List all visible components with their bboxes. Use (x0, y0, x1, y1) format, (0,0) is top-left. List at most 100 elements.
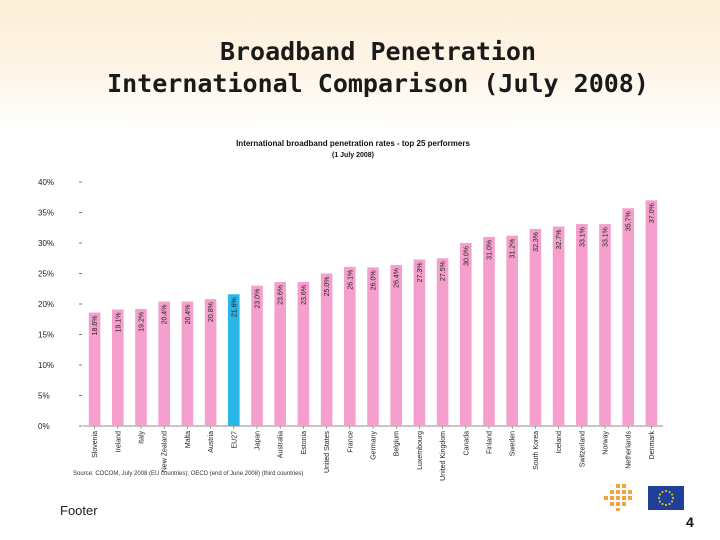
chart-title: International broadband penetration rate… (236, 139, 470, 148)
eu-star (668, 503, 671, 506)
bar (576, 224, 588, 426)
x-category-label: United Kingdom (440, 431, 447, 481)
bar-data-label: 23.6% (278, 285, 285, 305)
eu-star (668, 490, 671, 493)
eu-star (661, 490, 664, 493)
bar (135, 308, 147, 426)
x-category-label: Denmark (649, 431, 656, 460)
bar-data-label: 35.7% (626, 211, 633, 231)
bar-data-label: 26.4% (394, 268, 401, 288)
x-category-label: Ireland (115, 431, 122, 453)
x-category-label: Canada (463, 431, 470, 456)
bar-data-label: 23.6% (301, 285, 308, 305)
title-line-2: International Comparison (July 2008) (107, 69, 649, 98)
x-category-label: Germany (371, 431, 378, 460)
bar-data-label: 32.7% (556, 230, 563, 250)
bar-data-label: 20.4% (162, 305, 169, 325)
bar-data-label: 21.6% (231, 297, 238, 317)
bar-data-label: 20.8% (208, 302, 215, 322)
bar-data-label: 32.3% (533, 232, 540, 252)
bar-data-label: 33.1% (603, 227, 610, 247)
chart-subtitle: (1 July 2008) (332, 152, 374, 159)
bar-data-label: 37.0% (649, 203, 656, 223)
x-category-label: Switzerland (579, 431, 586, 467)
bar (344, 266, 356, 426)
bar (320, 273, 333, 426)
bar (181, 301, 194, 426)
y-tick-label: 40% (38, 178, 54, 187)
bar (158, 301, 170, 426)
eu-star (665, 490, 667, 492)
bar-chart: International broadband penetration rate… (38, 139, 663, 481)
x-category-label: South Korea (533, 431, 540, 470)
x-category-label: Sweden (510, 431, 517, 456)
eu-star (671, 493, 674, 496)
x-category-label: Austria (208, 431, 215, 453)
bar (506, 235, 518, 426)
bar (436, 258, 449, 426)
bar (599, 224, 611, 426)
dots-logo-icon (604, 484, 632, 511)
slide-title: Broadband Penetration International Comp… (0, 36, 720, 100)
bar (413, 259, 426, 426)
x-category-label: Italy (139, 431, 146, 444)
bar-data-label: 23.0% (255, 289, 262, 309)
y-tick-label: 10% (38, 361, 54, 370)
x-category-label: Finland (487, 431, 494, 454)
x-category-label: New Zealand (162, 431, 169, 472)
y-tick-label: 25% (38, 270, 54, 279)
x-axis: Slovenia Ireland Italy New Zealand Malta Aust… (92, 426, 656, 481)
bar-series: 18.6% 19.1% 19.2% 20.4% 20.4% 20.8% 21.6% 23.0%… (88, 200, 658, 426)
y-tick-label: 35% (38, 209, 54, 218)
x-category-label: Luxembourg (417, 431, 424, 470)
x-category-label: Malta (185, 431, 192, 448)
x-category-label: Netherlands (626, 431, 633, 469)
x-category-label: Australia (278, 431, 285, 458)
bar-data-label: 25.0% (324, 277, 331, 297)
bar (622, 208, 634, 426)
bar (367, 267, 379, 426)
x-category-label: Estonia (301, 431, 308, 454)
x-category-label: Iceland (556, 431, 563, 454)
y-tick-label: 30% (38, 239, 54, 248)
page-number: 4 (686, 514, 694, 530)
bar (297, 282, 310, 426)
x-category-label: United States (324, 431, 331, 474)
x-category-label: Slovenia (92, 431, 99, 458)
bar (460, 243, 472, 426)
bar-data-label: 27.5% (440, 261, 447, 281)
title-line-1: Broadband Penetration (219, 37, 537, 66)
x-category-label: Norway (603, 431, 610, 455)
y-tick-label: 15% (38, 331, 54, 340)
footer-text: Footer (60, 503, 98, 518)
bar-data-label: 19.2% (139, 312, 146, 332)
bar (483, 236, 495, 426)
bar (251, 285, 263, 426)
header-background (0, 0, 720, 130)
x-category-label: Japan (255, 431, 262, 450)
bar (88, 312, 101, 426)
bar (204, 299, 217, 426)
eu-star (672, 497, 674, 499)
bar (228, 294, 240, 426)
chart-source-note: Source: COCOM, July 2008 (EU countries);… (73, 471, 303, 477)
eu-star (658, 500, 661, 503)
y-tick-label: 0% (38, 422, 50, 431)
bar-data-label: 30.0% (463, 246, 470, 266)
bar-data-label: 20.4% (185, 305, 192, 325)
bar (274, 282, 286, 426)
bar-data-label: 27.3% (417, 262, 424, 282)
eu-flag-icon (648, 486, 684, 510)
y-tick-label: 20% (38, 300, 54, 309)
bar-data-label: 26.1% (347, 270, 354, 290)
x-category-label: EU27 (231, 431, 238, 449)
bar-data-label: 19.1% (115, 312, 122, 332)
bar-data-label: 33.1% (579, 227, 586, 247)
eu-star (658, 493, 661, 496)
x-category-label: France (347, 431, 354, 453)
eu-star (661, 503, 664, 506)
bar (529, 228, 542, 426)
bar (645, 200, 658, 426)
eu-star (671, 500, 674, 503)
chart-panel: International broadband penetration rate… (35, 130, 675, 485)
